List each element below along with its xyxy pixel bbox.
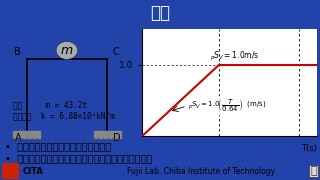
Text: 例題: 例題 [150,4,170,22]
Text: 質量     m = 43.2t: 質量 m = 43.2t [13,100,87,109]
Text: Fujii Lab. Chiba Institute of Technology: Fujii Lab. Chiba Institute of Technology [127,166,275,176]
Text: m: m [61,44,73,57]
Text: B: B [14,47,21,57]
Text: CITA: CITA [22,166,43,176]
Text: 水平剛性  k = 6.88×10⁴kN/m: 水平剛性 k = 6.88×10⁴kN/m [13,111,115,120]
Text: A: A [14,132,21,143]
Circle shape [56,41,78,59]
Text: $_pS_V = 1.0$m/s: $_pS_V = 1.0$m/s [210,50,259,63]
Text: $_pS_V = 1.0\!\left(\dfrac{T}{0.64}\right)$  (m/s): $_pS_V = 1.0\!\left(\dfrac{T}{0.64}\righ… [188,98,267,114]
Text: •  単層構造物に生じる最大応答を推定: • 単層構造物に生じる最大応答を推定 [5,141,111,152]
Text: C: C [113,47,119,57]
Bar [13,131,40,138]
Bar [2,163,19,179]
Text: T(s): T(s) [301,144,317,153]
Text: D: D [113,132,120,143]
Bar [94,131,121,138]
Text: •  ダンパーの設置により応答を目標値以下に収めたい: • ダンパーの設置により応答を目標値以下に収めたい [5,153,152,163]
Text: 天: 天 [310,166,317,176]
